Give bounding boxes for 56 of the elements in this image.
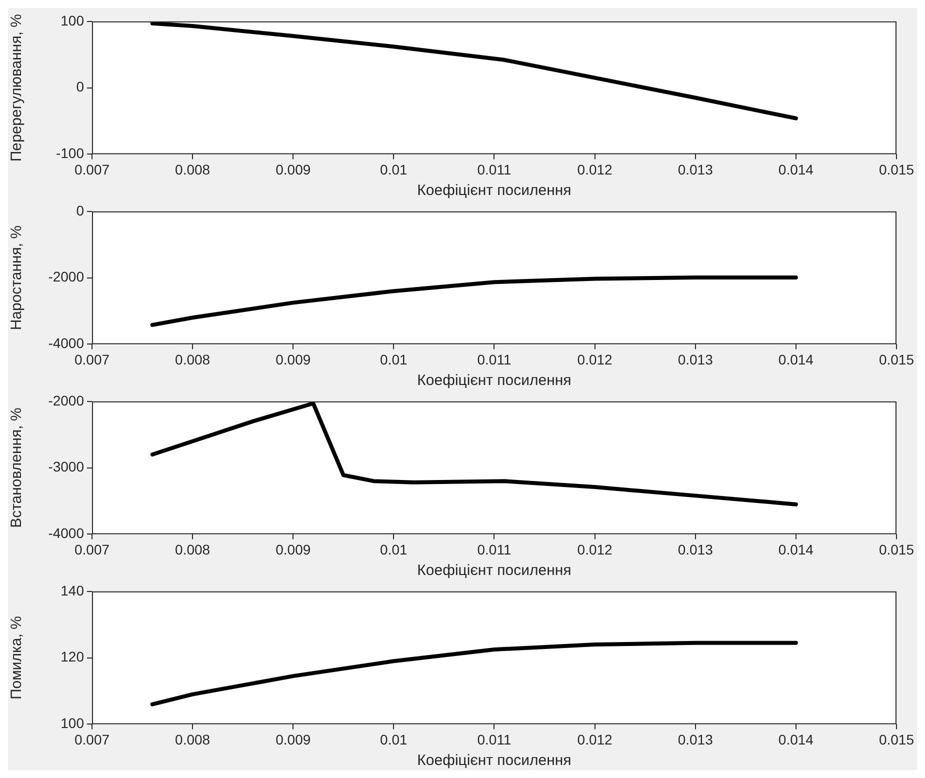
x-tick-label: 0.015 [878,731,914,748]
x-tick-label: 0.007 [74,351,110,368]
y-tick-label: -2000 [48,392,84,408]
y-tick-label: -3000 [48,458,84,475]
x-tick-label: 0.011 [477,351,512,368]
x-tick-label: 0.015 [878,541,914,558]
x-tick-label: 0.007 [74,161,110,178]
y-tick-label: 100 [60,12,84,28]
x-tick-label: 0.012 [577,541,613,558]
x-tick-label: 0.01 [380,731,408,748]
x-tick-label: 0.011 [477,731,512,748]
x-tick-label: 0.011 [477,161,512,178]
x-tick-label: 0.008 [175,351,210,368]
y-tick-label: 0 [76,202,84,218]
x-axis-title: Коефіцієнт посилення [417,372,572,390]
y-tick-label: -100 [56,145,84,162]
y-tick-label: 140 [60,582,84,598]
y-tick-label: -4000 [48,335,84,352]
y-tick-label: 100 [60,715,84,732]
y-axis-title: Перерегулювання, % [8,14,26,162]
y-tick-label: 0 [76,78,84,95]
x-tick-label: 0.008 [175,161,210,178]
x-tick-label: 0.012 [577,351,613,368]
x-tick-label: 0.008 [175,541,210,558]
x-tick-label: 0.014 [778,351,814,368]
y-axis-title: Встановлення, % [8,408,26,528]
x-axis-title: Коефіцієнт посилення [417,182,572,200]
x-tick-label: 0.013 [678,541,714,558]
x-axis-title: Коефіцієнт посилення [417,562,572,580]
y-tick-label: -4000 [48,525,84,542]
x-tick-label: 0.009 [276,731,311,748]
x-tick-label: 0.013 [678,731,714,748]
x-tick-label: 0.012 [577,731,613,748]
x-tick-label: 0.012 [577,161,613,178]
x-tick-label: 0.01 [380,541,408,558]
x-tick-label: 0.009 [276,161,311,178]
x-tick-label: 0.01 [380,161,408,178]
x-tick-label: 0.008 [175,731,210,748]
x-tick-label: 0.014 [778,731,814,748]
x-tick-label: 0.015 [878,161,914,178]
x-tick-label: 0.007 [74,731,110,748]
x-axis-title: Коефіцієнт посилення [417,752,572,770]
x-tick-label: 0.015 [878,351,914,368]
y-axis-title: Наростання, % [8,225,26,330]
x-tick-label: 0.014 [778,541,814,558]
x-tick-label: 0.007 [74,541,110,558]
x-tick-label: 0.009 [276,541,311,558]
x-tick-label: 0.013 [678,351,714,368]
x-tick-label: 0.013 [678,161,714,178]
x-tick-label: 0.014 [778,161,814,178]
y-tick-label: -2000 [48,268,84,285]
y-tick-label: 120 [60,648,84,665]
y-axis-title: Помилка, % [8,616,26,700]
x-tick-label: 0.009 [276,351,311,368]
x-tick-label: 0.01 [380,351,408,368]
x-tick-label: 0.011 [477,541,512,558]
